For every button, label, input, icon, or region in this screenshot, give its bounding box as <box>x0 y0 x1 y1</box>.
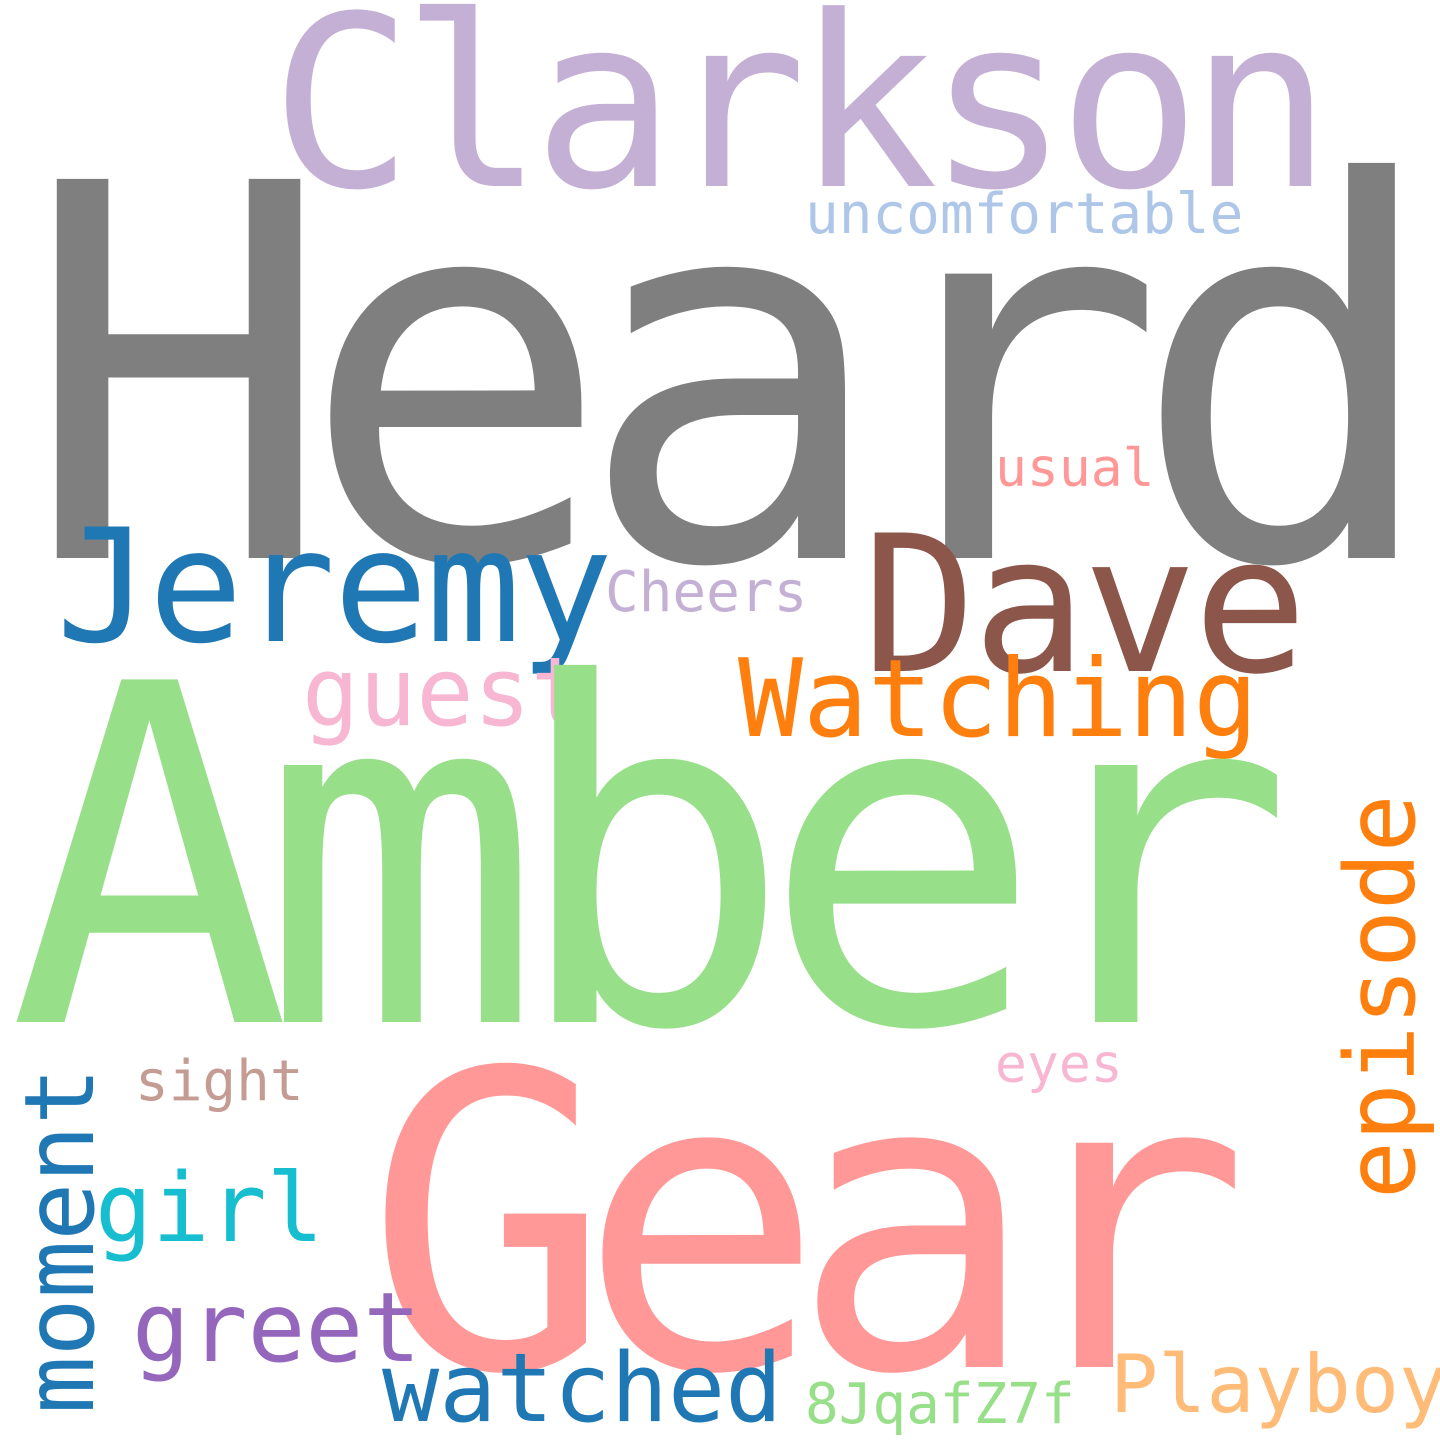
word-cheers: Cheers <box>605 560 808 625</box>
word-jeremy: Jeremy <box>56 496 613 679</box>
word-dave: Dave <box>862 495 1308 716</box>
word-moment: moment <box>4 1067 116 1414</box>
word-eyes: eyes <box>995 1034 1123 1095</box>
word-greet: greet <box>132 1272 421 1384</box>
word-sight: sight <box>135 1049 304 1114</box>
word-usual: usual <box>995 438 1155 499</box>
word-girl: girl <box>95 1154 324 1264</box>
word-episode: episode <box>1325 794 1437 1199</box>
word-amber: Amber <box>8 586 1295 1133</box>
word-guest: guest <box>302 638 588 748</box>
word-clarkson: Clarkson <box>270 0 1332 243</box>
word-code: 8JqafZ7f <box>805 1372 1075 1437</box>
word-uncomfortable: uncomfortable <box>805 182 1244 247</box>
word-heard: Heard <box>22 75 1440 681</box>
word-gear: Gear <box>365 986 1250 1440</box>
word-watching: Watching <box>738 637 1259 762</box>
word-watched: watched <box>382 1334 783 1440</box>
word-playboy: Playboy <box>1110 1338 1440 1431</box>
